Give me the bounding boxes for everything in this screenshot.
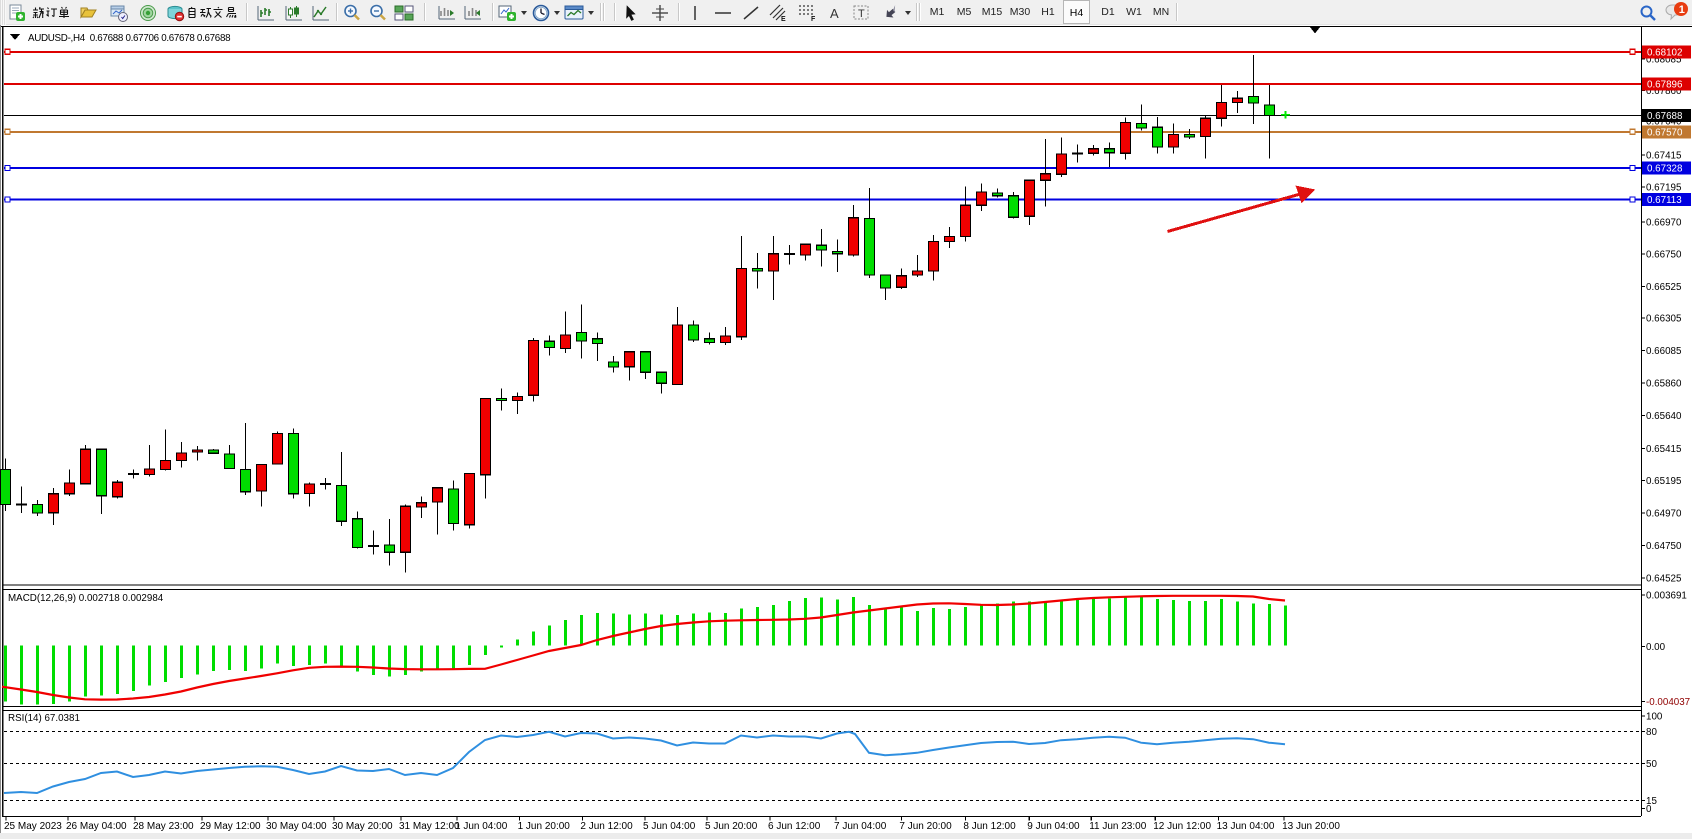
svg-text:12 Jun 12:00: 12 Jun 12:00 <box>1153 821 1211 832</box>
svg-text:F: F <box>811 16 816 22</box>
svg-text:MACD(12,26,9) 0.002718 0.00298: MACD(12,26,9) 0.002718 0.002984 <box>8 593 164 604</box>
svg-text:28 May 23:00: 28 May 23:00 <box>133 821 194 832</box>
svg-text:0.67896: 0.67896 <box>1647 80 1683 91</box>
svg-text:0.00: 0.00 <box>1646 642 1666 653</box>
svg-text:A: A <box>830 6 839 21</box>
svg-text:30 May 20:00: 30 May 20:00 <box>332 821 393 832</box>
svg-text:5 Jun 04:00: 5 Jun 04:00 <box>643 821 696 832</box>
svg-text:0: 0 <box>1646 804 1652 815</box>
svg-text:13 Jun 20:00: 13 Jun 20:00 <box>1282 821 1340 832</box>
svg-text:0.64970: 0.64970 <box>1646 508 1682 519</box>
svg-text:5 Jun 20:00: 5 Jun 20:00 <box>705 821 758 832</box>
svg-text:AUDUSD-,H4 0.67688 0.67706 0.: AUDUSD-,H4 0.67688 0.67706 0.67678 0.676… <box>28 33 231 44</box>
svg-text:9 Jun 04:00: 9 Jun 04:00 <box>1027 821 1080 832</box>
svg-text:0.68085: 0.68085 <box>1646 54 1682 65</box>
svg-text:0.66305: 0.66305 <box>1646 314 1682 325</box>
svg-text:1: 1 <box>1679 4 1685 16</box>
svg-text:13 Jun 04:00: 13 Jun 04:00 <box>1217 821 1275 832</box>
svg-text:2 Jun 12:00: 2 Jun 12:00 <box>580 821 633 832</box>
svg-text:8 Jun 12:00: 8 Jun 12:00 <box>963 821 1016 832</box>
svg-text:0.64750: 0.64750 <box>1646 541 1682 552</box>
svg-text:0.66750: 0.66750 <box>1646 250 1682 261</box>
svg-text:25 May 2023: 25 May 2023 <box>4 821 62 832</box>
svg-text:0.67640: 0.67640 <box>1646 117 1682 128</box>
svg-text:0.66525: 0.66525 <box>1646 282 1682 293</box>
svg-text:0.67195: 0.67195 <box>1646 183 1682 194</box>
svg-text:0.003691: 0.003691 <box>1646 591 1687 602</box>
svg-text:E: E <box>781 16 786 22</box>
svg-text:6 Jun 12:00: 6 Jun 12:00 <box>768 821 821 832</box>
svg-text:15: 15 <box>1646 796 1657 807</box>
svg-text:0.65195: 0.65195 <box>1646 476 1682 487</box>
svg-text:RSI(14) 67.0381: RSI(14) 67.0381 <box>8 713 80 724</box>
svg-text:80: 80 <box>1646 727 1657 738</box>
svg-text:0.65860: 0.65860 <box>1646 379 1682 390</box>
svg-text:7 Jun 04:00: 7 Jun 04:00 <box>834 821 887 832</box>
svg-text:1 Jun 20:00: 1 Jun 20:00 <box>518 821 571 832</box>
svg-text:0.64525: 0.64525 <box>1646 574 1682 585</box>
svg-text:50: 50 <box>1646 759 1657 770</box>
svg-text:100: 100 <box>1646 712 1663 723</box>
svg-text:0.67113: 0.67113 <box>1647 195 1682 206</box>
svg-text:1 Jun 04:00: 1 Jun 04:00 <box>455 821 508 832</box>
svg-text:0.67415: 0.67415 <box>1646 151 1682 162</box>
svg-text:0.67860: 0.67860 <box>1646 86 1682 97</box>
svg-text:30 May 04:00: 30 May 04:00 <box>266 821 327 832</box>
svg-text:0.65415: 0.65415 <box>1646 444 1682 455</box>
svg-text:26 May 04:00: 26 May 04:00 <box>66 821 127 832</box>
svg-text:29 May 12:00: 29 May 12:00 <box>200 821 261 832</box>
svg-text:0.65640: 0.65640 <box>1646 411 1682 422</box>
svg-text:11 Jun 23:00: 11 Jun 23:00 <box>1089 821 1147 832</box>
svg-text:0.67688: 0.67688 <box>1647 111 1683 122</box>
svg-text:0.68102: 0.68102 <box>1647 47 1682 58</box>
svg-text:-0.004037: -0.004037 <box>1646 697 1690 708</box>
svg-text:0.66085: 0.66085 <box>1646 346 1682 357</box>
svg-text:T: T <box>858 8 865 20</box>
svg-text:31 May 12:00: 31 May 12:00 <box>399 821 460 832</box>
svg-text:7 Jun 20:00: 7 Jun 20:00 <box>899 821 952 832</box>
svg-text:0.67570: 0.67570 <box>1647 127 1683 138</box>
svg-text:0.67328: 0.67328 <box>1647 164 1683 175</box>
svg-text:0.66970: 0.66970 <box>1646 217 1682 228</box>
